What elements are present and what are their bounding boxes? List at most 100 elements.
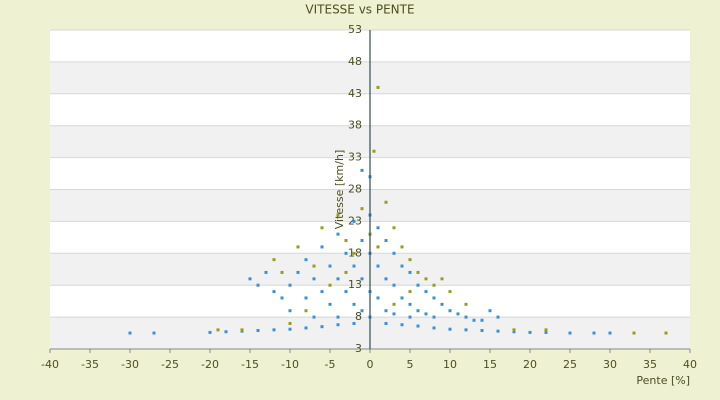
scatter-point <box>384 309 388 313</box>
scatter-point <box>376 226 380 230</box>
y-tick-label: 33 <box>348 151 362 164</box>
scatter-point <box>336 277 340 281</box>
scatter-point <box>360 207 364 211</box>
x-tick-label: -35 <box>81 358 99 371</box>
x-tick-label: 40 <box>683 358 697 371</box>
scatter-point <box>392 312 396 316</box>
scatter-point <box>472 318 476 322</box>
scatter-point <box>488 309 492 313</box>
scatter-point <box>424 290 428 294</box>
scatter-point <box>320 290 324 294</box>
scatter-point <box>296 245 300 249</box>
scatter-point <box>264 270 268 274</box>
scatter-point <box>360 239 364 243</box>
scatter-point <box>304 296 308 300</box>
scatter-point <box>384 321 388 325</box>
scatter-point <box>512 330 516 334</box>
scatter-point <box>400 245 404 249</box>
x-tick-label: -10 <box>281 358 299 371</box>
scatter-point <box>376 245 380 249</box>
scatter-point <box>344 239 348 243</box>
y-tick-label: 13 <box>348 278 362 291</box>
scatter-point <box>424 312 428 316</box>
scatter-point <box>392 283 396 287</box>
scatter-point <box>416 283 420 287</box>
scatter-point <box>432 326 436 330</box>
scatter-point <box>432 296 436 300</box>
scatter-point <box>384 277 388 281</box>
scatter-point <box>280 270 284 274</box>
scatter-point <box>312 315 316 319</box>
scatter-point <box>208 330 212 334</box>
scatter-point <box>372 149 376 153</box>
scatter-point <box>544 328 548 332</box>
scatter-point <box>384 200 388 204</box>
scatter-point <box>440 302 444 306</box>
scatter-point <box>248 277 252 281</box>
scatter-point <box>440 277 444 281</box>
scatter-point <box>328 264 332 268</box>
scatter-point <box>464 302 468 306</box>
scatter-point <box>344 270 348 274</box>
scatter-point <box>152 331 156 335</box>
scatter-point <box>320 245 324 249</box>
scatter-point <box>360 168 364 172</box>
scatter-point <box>432 315 436 319</box>
scatter-point <box>400 264 404 268</box>
scatter-point <box>496 329 500 333</box>
scatter-point <box>464 315 468 319</box>
scatter-point <box>464 328 468 332</box>
scatter-point <box>512 328 516 332</box>
scatter-point <box>448 290 452 294</box>
scatter-point <box>328 283 332 287</box>
scatter-point <box>224 330 228 334</box>
scatter-point <box>632 331 636 335</box>
scatter-point <box>304 258 308 262</box>
scatter-point <box>408 315 412 319</box>
x-tick-label: -15 <box>241 358 259 371</box>
scatter-point <box>400 323 404 327</box>
scatter-point <box>664 331 668 335</box>
scatter-point <box>296 270 300 274</box>
scatter-point <box>408 270 412 274</box>
x-tick-label: -20 <box>201 358 219 371</box>
scatter-point <box>304 326 308 330</box>
x-tick-label: 35 <box>643 358 657 371</box>
scatter-point <box>256 328 260 332</box>
scatter-point <box>408 258 412 262</box>
scatter-point <box>376 296 380 300</box>
x-tick-label: 20 <box>523 358 537 371</box>
x-tick-label: 15 <box>483 358 497 371</box>
scatter-point <box>352 302 356 306</box>
scatter-point <box>288 327 292 331</box>
x-tick-label: 25 <box>563 358 577 371</box>
scatter-point <box>352 321 356 325</box>
x-tick-label: -5 <box>325 358 336 371</box>
x-axis-label: Pente [%] <box>636 374 690 387</box>
scatter-point <box>288 283 292 287</box>
scatter-point <box>288 309 292 313</box>
scatter-point <box>352 219 356 223</box>
scatter-point <box>336 213 340 217</box>
scatter-point <box>408 290 412 294</box>
scatter-point <box>592 331 596 335</box>
scatter-point <box>336 232 340 236</box>
scatter-point <box>288 321 292 325</box>
scatter-point <box>480 328 484 332</box>
scatter-point <box>416 309 420 313</box>
scatter-point <box>376 264 380 268</box>
scatter-point <box>336 323 340 327</box>
scatter-point <box>608 331 612 335</box>
scatter-point <box>416 324 420 328</box>
x-tick-label: 0 <box>367 358 374 371</box>
scatter-point <box>272 258 276 262</box>
scatter-point <box>216 328 220 332</box>
scatter-point <box>360 277 364 281</box>
scatter-point <box>344 290 348 294</box>
scatter-point <box>480 318 484 322</box>
y-tick-label: 28 <box>348 183 362 196</box>
scatter-point <box>312 277 316 281</box>
y-tick-label: 53 <box>348 23 362 36</box>
